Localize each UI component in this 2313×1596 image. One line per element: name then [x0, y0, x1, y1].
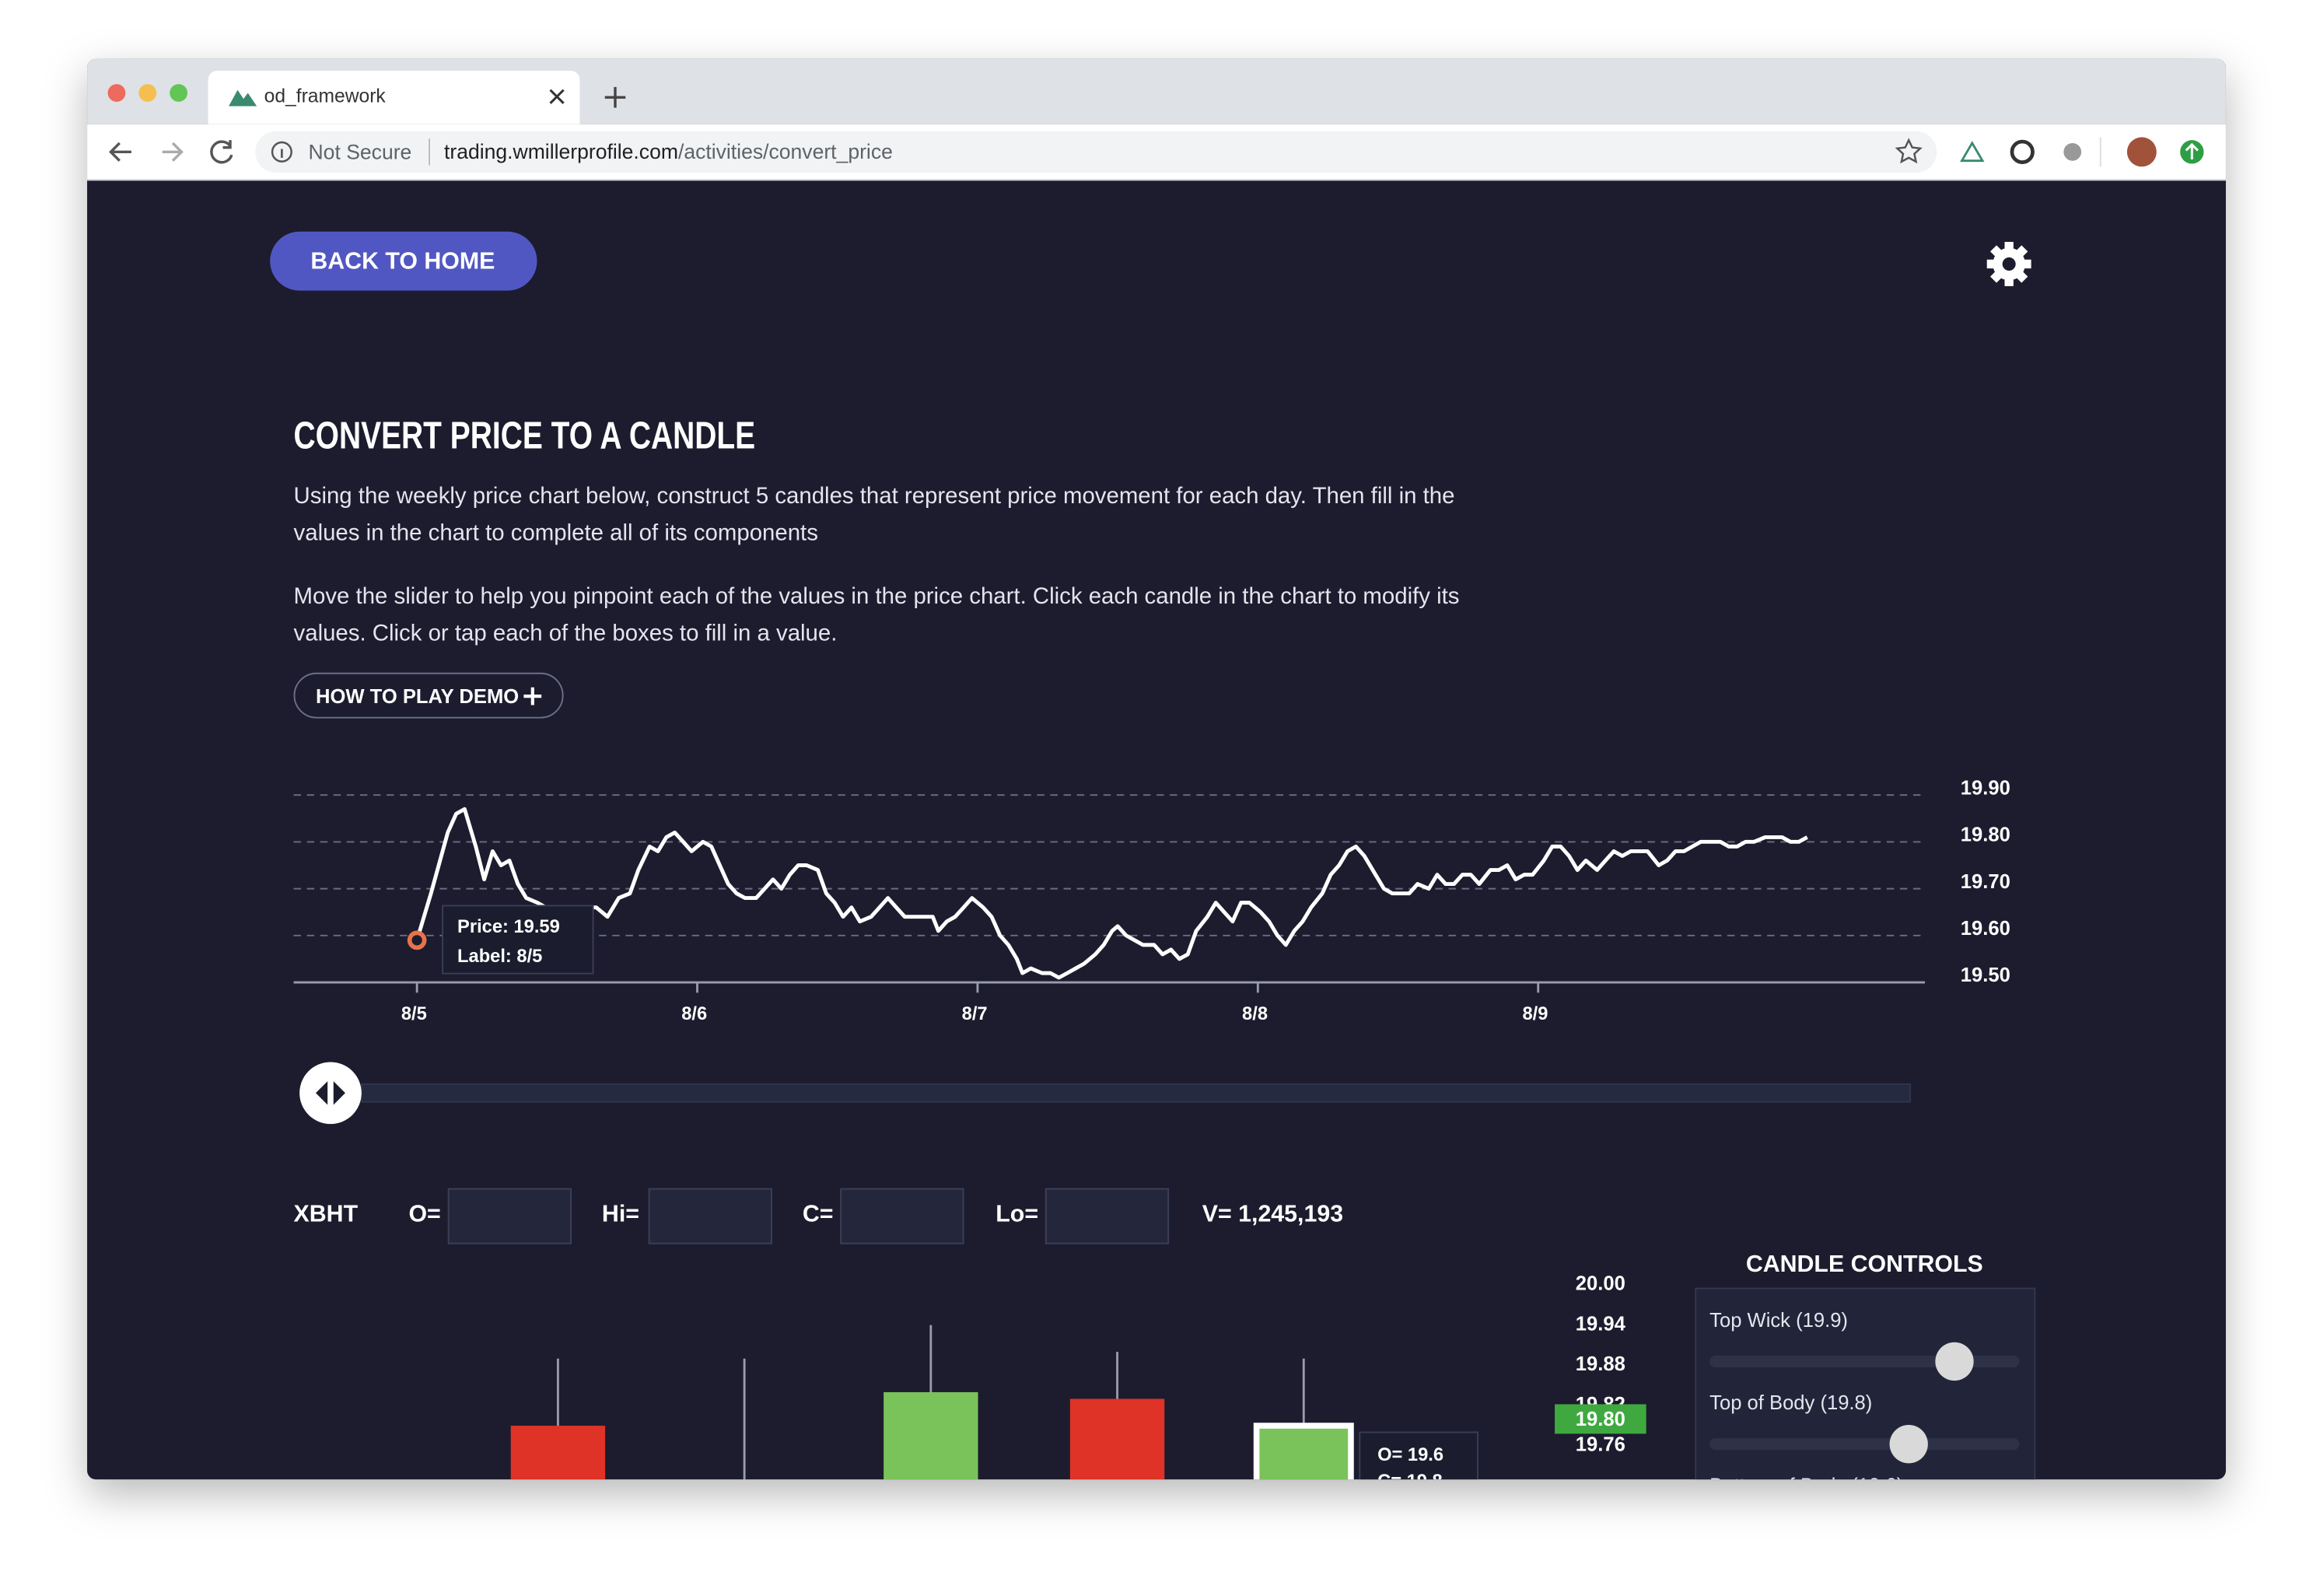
- tab-close[interactable]: [549, 89, 565, 104]
- top-body-knob[interactable]: [1889, 1425, 1928, 1464]
- high-label: Hi=: [602, 1202, 639, 1227]
- close-window[interactable]: [107, 84, 126, 102]
- active-tab[interactable]: [208, 71, 580, 124]
- x-tick-label: 8/8: [1242, 1004, 1268, 1024]
- gear-teeth: [1986, 242, 2031, 286]
- y-tick-label: 19.76: [1576, 1434, 1625, 1456]
- candle-tooltip-text: C= 19.8: [1377, 1472, 1443, 1492]
- new-tab[interactable]: [604, 86, 626, 108]
- slider-label: Bottom of Body (19.6): [1709, 1475, 1903, 1496]
- slider-label: Top of Body (19.8): [1709, 1392, 1872, 1414]
- app-content: BACK TO HOME CONVERT PRICE TO A CANDLE U…: [270, 231, 2040, 1496]
- bookmark-star[interactable]: [1895, 138, 1923, 164]
- candle-body: [697, 1486, 791, 1493]
- x-tick-label: 8/7: [962, 1004, 988, 1024]
- y-tick-label: 20.00: [1576, 1273, 1625, 1295]
- candle-body: [1253, 1423, 1354, 1480]
- high-input[interactable]: [648, 1188, 772, 1244]
- back-to-home-label: BACK TO HOME: [310, 249, 495, 275]
- open-input[interactable]: [447, 1188, 572, 1244]
- browser-window: [87, 58, 2226, 1480]
- settings-gear[interactable]: [1978, 233, 2040, 295]
- tab-strip: [87, 58, 2226, 124]
- paragraph-line: Move the slider to help you pinpoint eac…: [294, 583, 1460, 609]
- price-line: [415, 807, 1808, 980]
- maximize-window[interactable]: [170, 84, 188, 102]
- tooltip-box: [442, 905, 594, 975]
- y-tick-label: 19.88: [1576, 1353, 1625, 1375]
- y-tick-label: 19.50: [1961, 964, 2010, 986]
- paragraph-line: Using the weekly price chart below, cons…: [294, 483, 1455, 509]
- back-to-home-button[interactable]: [270, 231, 537, 291]
- low-input[interactable]: [1045, 1188, 1170, 1244]
- update-arrow: [2185, 142, 2199, 159]
- tab-title: od_framework: [264, 86, 387, 107]
- top-wick-knob[interactable]: [1935, 1342, 1974, 1381]
- gear-hole: [2002, 257, 2016, 271]
- tooltip-text: Label: 8/5: [457, 947, 542, 967]
- y-tick-label: 19.94: [1576, 1313, 1626, 1335]
- url-path: /activities/convert_price: [678, 140, 893, 163]
- plus-icon: [523, 687, 542, 705]
- back-nav[interactable]: [108, 142, 131, 162]
- extension-2[interactable]: [2010, 139, 2035, 164]
- gear-teeth-diagonal: [1990, 245, 2028, 283]
- x-tick-label: 8/9: [1522, 1004, 1548, 1024]
- price-marker-label: 19.80: [1576, 1409, 1625, 1430]
- ticker-symbol: XBHT: [294, 1202, 359, 1227]
- x-tick-label: 8/6: [681, 1004, 707, 1024]
- info-icon[interactable]: [271, 141, 292, 163]
- y-tick-label: 19.90: [1961, 777, 2010, 799]
- low-label: Lo=: [996, 1202, 1038, 1227]
- reload[interactable]: [210, 140, 233, 164]
- hover-point: [407, 930, 427, 950]
- controls-title: CANDLE CONTROLS: [1746, 1251, 1983, 1277]
- paragraph-line: values. Click or tap each of the boxes t…: [294, 620, 838, 646]
- activity-heading: CONVERT PRICE TO A CANDLE: [294, 414, 756, 457]
- close-input[interactable]: [840, 1188, 964, 1244]
- slider-arrows: [316, 1081, 345, 1105]
- y-tick-label: 19.80: [1961, 824, 2010, 846]
- volume: V= 1,245,193: [1202, 1202, 1343, 1227]
- candle-tooltip-text: O= 19.6: [1377, 1445, 1443, 1465]
- top-body-track[interactable]: [1709, 1438, 2020, 1451]
- price-marker: [1555, 1404, 1646, 1434]
- paragraph-line: values in the chart to complete all of i…: [294, 520, 818, 545]
- candle-body: [884, 1391, 978, 1480]
- security-label: Not Secure: [309, 140, 412, 163]
- url-host: trading.wmillerprofile.com: [444, 140, 678, 163]
- tab-favicon: [229, 89, 257, 107]
- omnibox[interactable]: [255, 131, 1937, 173]
- open-label: O=: [408, 1202, 440, 1227]
- candle-tooltip: [1359, 1431, 1479, 1480]
- how-to-play-label: HOW TO PLAY DEMO: [316, 686, 519, 708]
- y-tick-label: 19.70: [1961, 871, 2010, 893]
- extension-3[interactable]: [2063, 142, 2082, 161]
- forward-nav[interactable]: [162, 142, 184, 162]
- candle-body: [510, 1426, 606, 1480]
- minimize-window[interactable]: [138, 84, 157, 102]
- price-slider-handle[interactable]: [299, 1062, 362, 1125]
- profile-avatar[interactable]: [2126, 137, 2157, 167]
- candle-body: [1069, 1398, 1165, 1480]
- extension-1[interactable]: [1960, 141, 1985, 163]
- url: trading.wmillerprofile.com/activities/co…: [444, 140, 893, 163]
- y-tick-label: 19.60: [1961, 918, 2010, 940]
- tooltip-text: Price: 19.59: [457, 917, 560, 937]
- close-label: C=: [803, 1202, 834, 1227]
- price-slider-track[interactable]: [360, 1083, 1912, 1103]
- how-to-play-button[interactable]: [293, 672, 564, 719]
- slider-label: Top Wick (19.9): [1709, 1310, 1848, 1332]
- x-tick-label: 8/5: [401, 1004, 427, 1024]
